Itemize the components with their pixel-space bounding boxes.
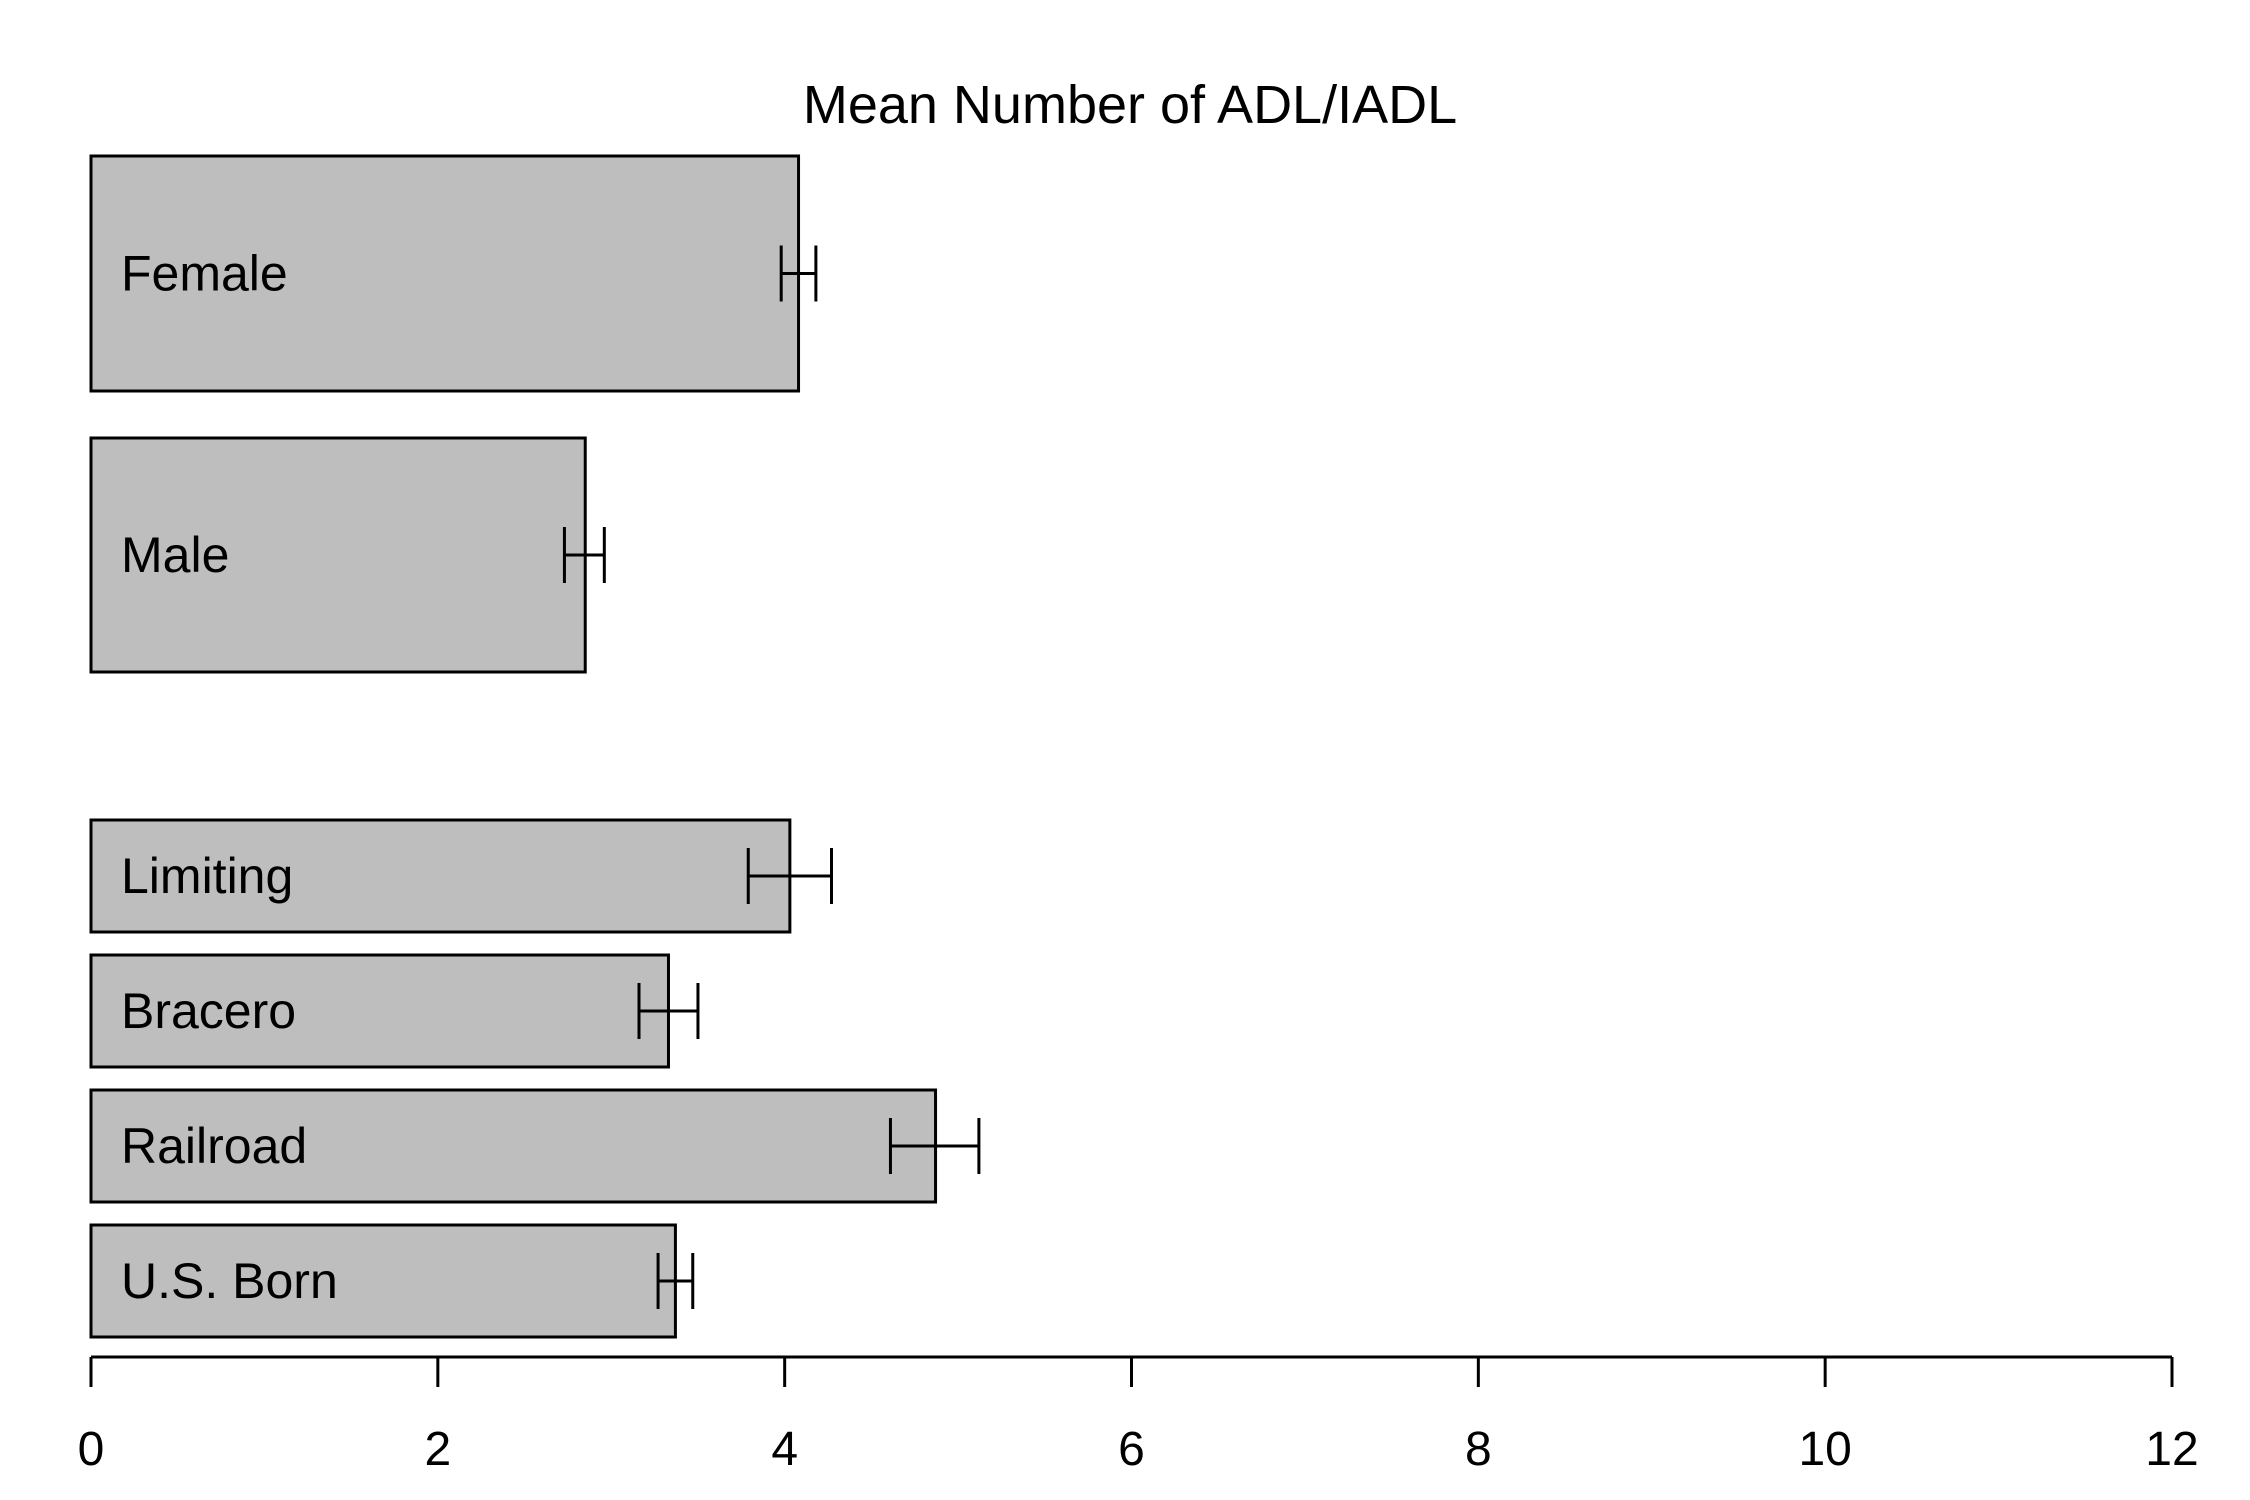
bar-label-u-s-born: U.S. Born [121,1253,338,1309]
x-tick-label-8: 8 [1465,1423,1492,1476]
x-tick-label-0: 0 [78,1423,105,1476]
bar-label-limiting: Limiting [121,848,293,904]
bar-u-s-born [89,1223,677,1339]
bar-label-female: Female [121,246,288,302]
bar-bracero [89,953,670,1069]
bar-label-male: Male [121,527,229,583]
bar-railroad [89,1088,938,1204]
x-tick-label-2: 2 [424,1423,451,1476]
x-tick-label-12: 12 [2145,1423,2198,1476]
bar-label-railroad: Railroad [121,1118,307,1174]
bar-male [89,436,587,674]
x-tick-label-10: 10 [1798,1423,1851,1476]
chart-title: Mean Number of ADL/IADL [803,75,1457,135]
x-tick-label-4: 4 [771,1423,798,1476]
x-axis: 0 2 4 6 8 10 12 [78,1355,2199,1476]
bar-label-bracero: Bracero [121,983,296,1039]
x-tick-label-6: 6 [1118,1423,1145,1476]
bars-group: Female Male Limiting Bracero Railroad U.S. Bo… [89,154,981,1339]
bar-female [89,154,801,393]
